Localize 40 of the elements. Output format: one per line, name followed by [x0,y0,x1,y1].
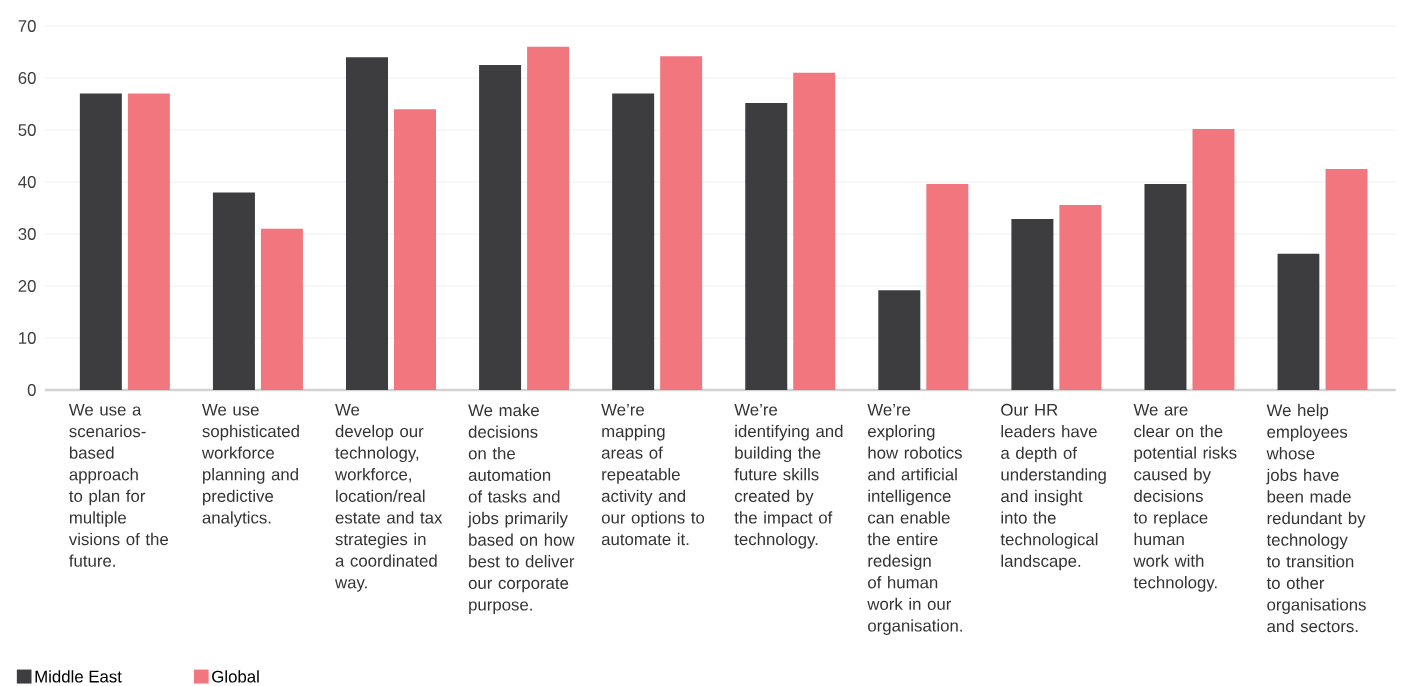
y-tick-label: 20 [18,280,36,292]
y-tick-label: 30 [18,228,36,240]
bar [793,72,836,390]
bar [926,184,969,390]
y-tick-label: 50 [18,124,36,136]
x-tick-label: We use a scenarios-based approach to plan for multiple visions of the future. [68,403,168,567]
bar [1059,204,1102,390]
bar [612,93,655,390]
x-tick-label: We’re identifying and building the future skills created by the impact of technology. [734,403,843,549]
bar [1144,184,1187,390]
category-label: We are clear on the potential risks caused by decisions to replace human work with technology. [1133,403,1237,592]
x-tick-label: We’re mapping areas of repeatable activity and our options to automate it. [601,403,705,546]
category-label: We’re exploring how robotics and artificial intelligence can enable the entire redesign of human work in our organisation. [867,403,962,635]
category-label: We develop our technology, workforce, location/real estate and tax strategies in a coordinated way. [334,403,443,592]
bar [127,93,170,390]
y-tick-label: 70 [18,20,36,32]
bar [1011,218,1054,390]
legend-label: Global [212,670,259,683]
legend-label: Middle East [35,670,122,683]
category-label: We help employees whose jobs have been made redundant by technology to transition to other organisations and sectors. [1266,403,1366,633]
bar [1325,169,1368,390]
bar [479,65,522,390]
bar [79,93,122,390]
bar [394,109,436,390]
bar [1277,253,1320,390]
x-tick-label: Our HR leaders have a depth of understanding and insight into the technological landscape. [1000,403,1106,571]
bar [260,228,303,390]
bar [346,57,389,390]
y-tick-label: 40 [18,176,36,188]
bar [527,46,570,390]
bar [660,56,703,390]
bar [878,290,921,390]
bar [745,102,788,390]
x-tick-label: We use sophisticated workforce planning and predictive analytics. [201,403,299,527]
bar [212,192,255,390]
y-tick-label: 0 [27,384,36,396]
y-tick-label: 60 [18,72,36,84]
category-label: We make decisions on the automation of tasks and jobs primarily based on how best to deliver our corporate purpose. [467,403,575,614]
y-tick-label: 10 [19,332,36,344]
bar [1192,128,1235,390]
